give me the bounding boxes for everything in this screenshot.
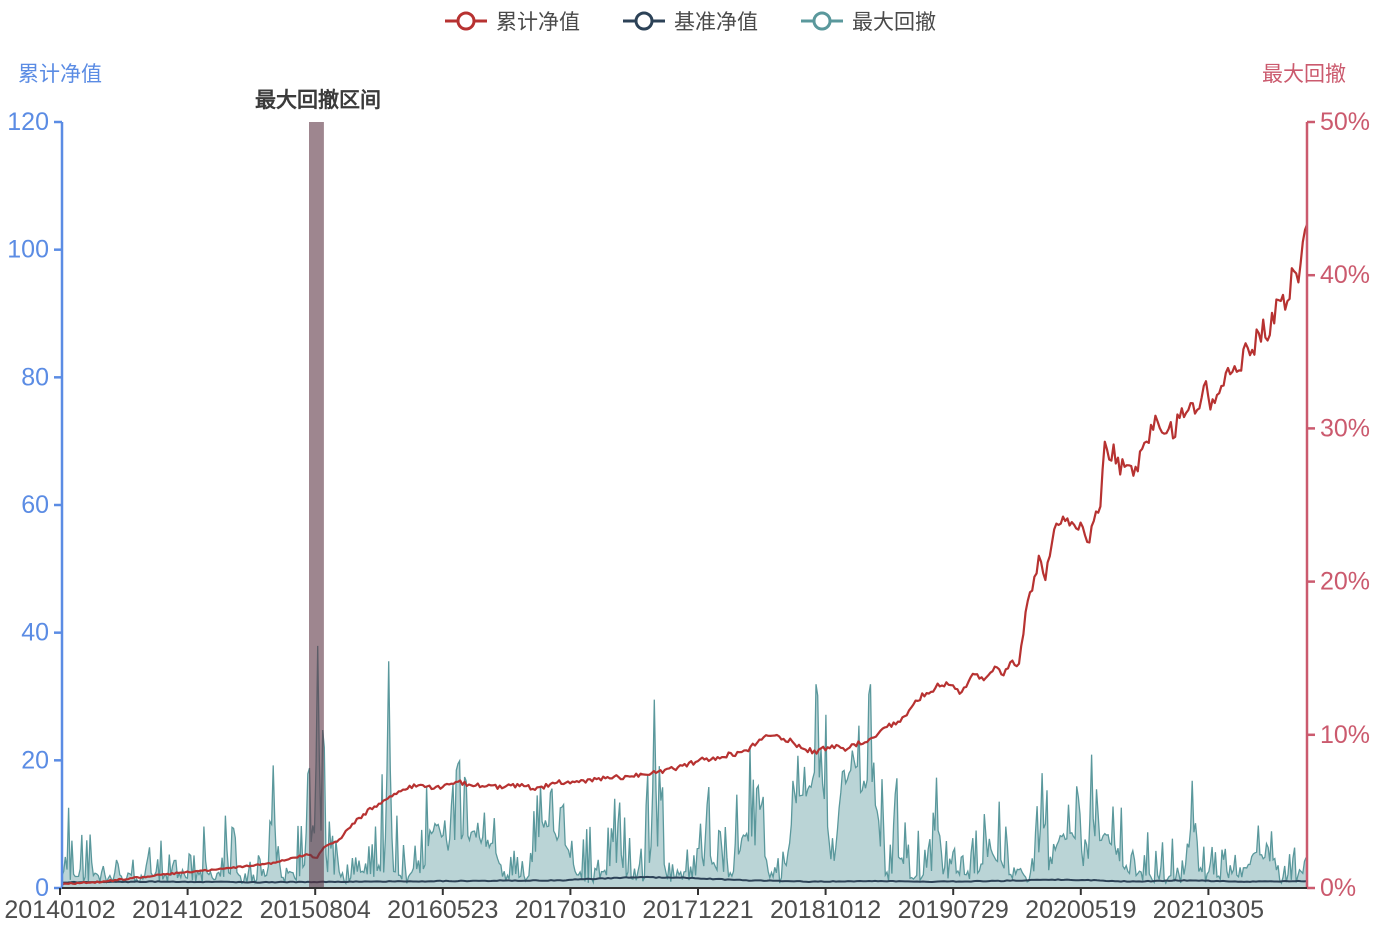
chart-legend: 累计净值 基准净值 最大回撤: [0, 6, 1380, 36]
x-axis-date-label: 20170310: [515, 896, 626, 924]
x-axis-date-label: 20150804: [260, 896, 371, 924]
x-axis-date-label: 20190729: [898, 896, 1009, 924]
right-axis-tick-label: 10%: [1320, 721, 1370, 749]
left-axis-tick-label: 40: [21, 619, 49, 647]
left-axis-tick-label: 80: [21, 363, 49, 391]
legend-line-marker-icon: [445, 11, 487, 31]
x-axis-date-label: 20141022: [132, 896, 243, 924]
legend-label: 累计净值: [496, 11, 580, 34]
x-axis-date-label: 20171221: [642, 896, 753, 924]
legend-line-marker-icon: [623, 11, 665, 31]
benchmark-nav-line: [62, 875, 1307, 884]
left-axis-tick-label: 100: [7, 236, 49, 264]
left-axis-tick-label: 60: [21, 491, 49, 519]
legend-item-0[interactable]: 累计净值: [444, 6, 580, 36]
left-axis-title: 累计净值: [18, 63, 102, 86]
legend-line-marker-icon: [801, 11, 843, 31]
x-axis-date-label: 20160523: [387, 896, 498, 924]
left-axis-tick-label: 0: [35, 874, 49, 902]
legend-item-2[interactable]: 最大回撤: [800, 6, 936, 36]
legend-label: 基准净值: [674, 11, 758, 34]
max-drawdown-band: [309, 122, 324, 888]
left-axis-tick-label: 20: [21, 746, 49, 774]
cumulative-nav-line: [62, 224, 1307, 886]
max-drawdown-outline: [62, 645, 1307, 886]
right-axis-tick-label: 20%: [1320, 568, 1370, 596]
right-axis-title: 最大回撤: [1262, 63, 1346, 86]
legend-item-1[interactable]: 基准净值: [622, 6, 758, 36]
x-axis-date-label: 20140102: [4, 896, 115, 924]
legend-label: 最大回撤: [852, 11, 936, 34]
right-axis-tick-label: 40%: [1320, 261, 1370, 289]
right-axis-tick-label: 0%: [1320, 874, 1356, 902]
right-axis-tick-label: 50%: [1320, 108, 1370, 136]
max-drawdown-interval-label: 最大回撤区间: [255, 89, 381, 112]
x-axis-date-label: 20210305: [1153, 896, 1264, 924]
x-axis-date-label: 20200519: [1025, 896, 1136, 924]
x-axis-date-label: 20181012: [770, 896, 881, 924]
left-axis-tick-label: 120: [7, 108, 49, 136]
right-axis-tick-label: 30%: [1320, 414, 1370, 442]
